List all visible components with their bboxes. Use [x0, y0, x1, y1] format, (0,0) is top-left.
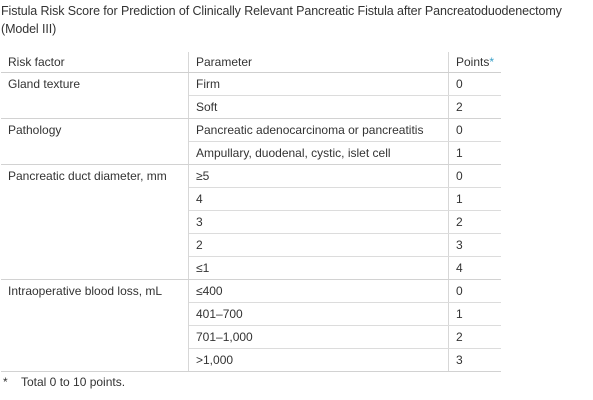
parameter-cell: ≤400 — [188, 279, 449, 303]
points-cell: 2 — [448, 210, 501, 234]
points-cell: 3 — [448, 233, 501, 257]
footnote-link-mark[interactable]: * — [489, 55, 495, 69]
table-row: Pancreatic duct diameter, mm ≥5 0 — [1, 164, 501, 280]
points-cell: 0 — [448, 72, 501, 96]
table-row: Soft 2 — [1, 95, 501, 119]
parameter-cell: 2 — [188, 233, 449, 257]
footnote-mark: * — [3, 375, 8, 389]
parameter-cell: 3 — [188, 210, 449, 234]
table-row: >1,000 3 — [1, 348, 501, 372]
points-cell: 0 — [448, 118, 501, 142]
points-cell: 1 — [448, 302, 501, 326]
table-row: 701–1,000 2 — [1, 325, 501, 349]
table-row: Intraoperative blood loss, mL ≤400 0 — [1, 279, 501, 372]
risk-factor-cell: Pancreatic duct diameter, mm — [1, 164, 189, 280]
table-row: 401–700 1 — [1, 302, 501, 326]
parameter-cell: Firm — [188, 72, 449, 96]
parameter-cell: 701–1,000 — [188, 325, 449, 349]
footnote: * Total 0 to 10 points. — [3, 375, 125, 389]
points-cell: 3 — [448, 348, 501, 372]
parameter-cell: 4 — [188, 187, 449, 211]
points-cell: 0 — [448, 164, 501, 188]
table-row: Pathology Pancreatic adenocarcinoma or pa… — [1, 118, 501, 165]
parameter-cell: 401–700 — [188, 302, 449, 326]
header-risk-factor: Risk factor — [1, 52, 189, 73]
header-parameter: Parameter — [188, 52, 449, 73]
risk-factor-cell: Intraoperative blood loss, mL — [1, 279, 189, 372]
parameter-cell: Pancreatic adenocarcinoma or pancreatiti… — [188, 118, 449, 142]
header-points-label: Points — [456, 55, 490, 69]
table-body: Gland texture Firm 0 Soft 2 Pathology Pancreat… — [1, 72, 501, 372]
table-row: Gland texture Firm 0 — [1, 72, 501, 119]
table-row: ≤1 4 — [1, 256, 501, 280]
parameter-cell: ≥5 — [188, 164, 449, 188]
header-points: Points* — [448, 52, 501, 73]
points-cell: 2 — [448, 95, 501, 119]
risk-factor-cell: Gland texture — [1, 72, 189, 119]
parameter-cell: Soft — [188, 95, 449, 119]
table-row: Ampullary, duodenal, cystic, islet cell 1 — [1, 141, 501, 165]
points-cell: 0 — [448, 279, 501, 303]
points-cell: 1 — [448, 187, 501, 211]
points-cell: 4 — [448, 256, 501, 280]
table-header-row: Risk factor Parameter Points* — [1, 52, 501, 73]
parameter-cell: >1,000 — [188, 348, 449, 372]
points-cell: 2 — [448, 325, 501, 349]
risk-score-table: Risk factor Parameter Points* Gland text… — [1, 52, 501, 372]
parameter-cell: ≤1 — [188, 256, 449, 280]
points-cell: 1 — [448, 141, 501, 165]
table-caption: Fistula Risk Score for Prediction of Cli… — [1, 4, 562, 36]
risk-factor-cell: Pathology — [1, 118, 189, 165]
footnote-text: Total 0 to 10 points. — [21, 375, 126, 389]
parameter-cell: Ampullary, duodenal, cystic, islet cell — [188, 141, 449, 165]
